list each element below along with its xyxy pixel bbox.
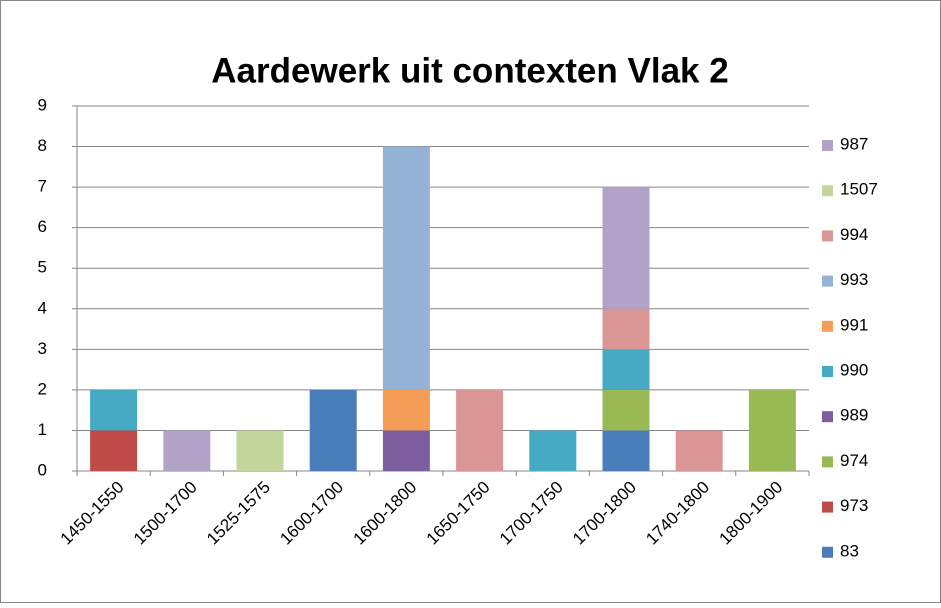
y-tick-label: 4 [38,298,47,317]
bar-segment [382,146,430,390]
bar-segment [748,389,796,471]
legend-label: 990 [840,360,868,379]
bar-segment [675,430,723,471]
bar-segment [309,389,357,471]
bar-segment [529,430,577,471]
bar-segment [602,389,650,431]
bar-segment [602,430,650,471]
chart-title: Aardewerk uit contexten Vlak 2 [211,51,728,90]
bar-segment [382,430,430,471]
y-tick-label: 0 [38,460,47,479]
legend-swatch [822,230,833,242]
legend-swatch [822,501,833,513]
y-tick-label: 1 [38,420,47,439]
bar-segment [90,430,138,471]
legend-label: 993 [840,270,868,289]
legend-label: 973 [840,496,868,515]
bar-segment [236,430,284,471]
y-tick-label: 3 [38,339,47,358]
y-tick-label: 7 [38,177,47,196]
legend-label: 83 [840,541,859,560]
legend-label: 994 [840,225,868,244]
legend-swatch [822,320,833,332]
legend-label: 991 [840,315,868,334]
legend-swatch [822,366,833,377]
bar-segment [382,389,430,431]
y-tick-label: 8 [38,136,47,155]
legend-swatch [822,185,833,197]
legend-swatch [822,546,833,558]
y-tick-label: 5 [38,258,47,277]
legend-swatch [822,411,833,423]
y-tick-label: 2 [38,379,47,398]
y-tick-label: 6 [38,217,47,236]
legend-label: 974 [840,451,868,470]
legend-label: 989 [840,406,868,425]
bar-segment [163,430,211,471]
bar-segment [602,308,650,350]
legend-swatch [822,275,833,287]
legend-label: 987 [840,134,868,153]
legend-label: 1507 [840,180,878,199]
bar-segment [602,349,650,390]
bar-segment [456,389,504,471]
legend-swatch [822,456,833,468]
bar-segment [90,389,138,431]
y-tick-label: 9 [38,95,47,114]
bar-segment [602,187,650,309]
legend-swatch [822,140,833,151]
